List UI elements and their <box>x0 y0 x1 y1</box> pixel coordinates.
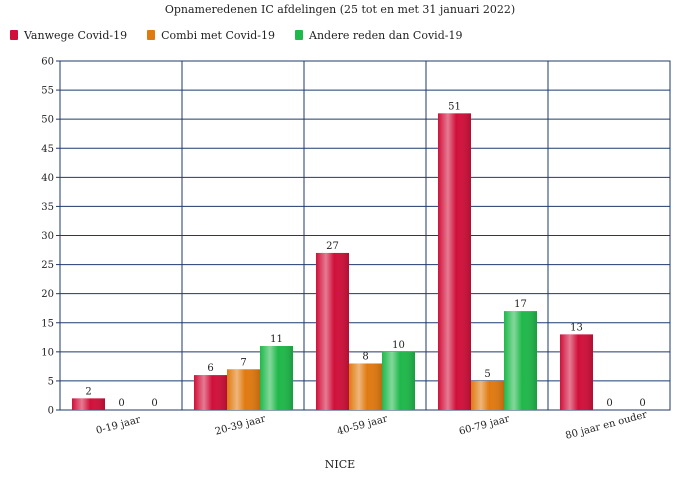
y-tick-label: 30 <box>41 231 54 242</box>
chart-title: Opnameredenen IC afdelingen (25 tot en m… <box>164 3 516 16</box>
bar-value-label: 0 <box>151 398 157 409</box>
bar-highlight <box>349 363 382 410</box>
bar-highlight <box>316 252 349 410</box>
y-tick-label: 45 <box>41 144 54 155</box>
bar-value-label: 13 <box>570 322 583 333</box>
legend-item-andere: Andere reden dan Covid-19 <box>295 29 462 42</box>
bar-value-label: 0 <box>639 398 645 409</box>
x-tick-label: 60-79 jaar <box>458 414 511 438</box>
y-tick-label: 25 <box>41 260 54 271</box>
y-tick-label: 0 <box>48 406 54 417</box>
bar-value-label: 11 <box>270 334 283 345</box>
bar-value-label: 6 <box>207 363 213 374</box>
bar-highlight <box>560 334 593 410</box>
legend-swatch-combi <box>147 30 156 40</box>
y-tick-label: 60 <box>41 57 54 68</box>
bar-highlight <box>260 346 293 410</box>
bar-value-label: 7 <box>240 357 246 368</box>
bar-value-label: 0 <box>118 398 124 409</box>
bar-value-label: 5 <box>484 369 490 380</box>
bar-value-label: 27 <box>326 241 339 252</box>
bar-highlight <box>504 311 537 410</box>
bar-highlight <box>382 351 415 410</box>
x-tick-label: 80 jaar en ouder <box>564 409 648 441</box>
bar-highlight <box>227 369 260 410</box>
y-tick-label: 15 <box>41 318 54 329</box>
legend-swatch-andere <box>295 30 303 40</box>
y-tick-label: 40 <box>41 173 54 184</box>
x-axis-label: NICE <box>324 458 356 471</box>
y-tick-label: 10 <box>41 347 54 358</box>
bar-highlight <box>438 113 471 410</box>
bar-value-label: 0 <box>606 398 612 409</box>
bar-value-label: 8 <box>362 351 368 362</box>
y-tick-label: 20 <box>41 289 54 300</box>
x-tick-label: 40-59 jaar <box>336 414 389 438</box>
legend-item-combi: Combi met Covid-19 <box>147 29 275 42</box>
bar-value-label: 2 <box>85 386 91 397</box>
bar-highlight <box>72 398 105 410</box>
bar-highlight <box>471 380 504 410</box>
bar-highlight <box>194 375 227 410</box>
legend: Vanwege Covid-19 Combi met Covid-19 Ande… <box>10 28 482 42</box>
legend-item-vanwege: Vanwege Covid-19 <box>10 29 127 42</box>
y-tick-label: 50 <box>41 115 54 126</box>
x-tick-label: 0-19 jaar <box>95 414 142 436</box>
legend-label-andere: Andere reden dan Covid-19 <box>309 28 463 42</box>
bar-value-label: 51 <box>448 101 461 112</box>
bar-value-label: 17 <box>514 299 527 310</box>
y-tick-label: 55 <box>41 86 54 97</box>
legend-label-combi: Combi met Covid-19 <box>161 28 275 42</box>
y-tick-label: 35 <box>41 202 54 213</box>
bar-value-label: 10 <box>392 340 405 351</box>
legend-label-vanwege: Vanwege Covid-19 <box>24 28 128 42</box>
x-tick-label: 20-39 jaar <box>214 414 267 438</box>
y-tick-label: 5 <box>48 376 54 387</box>
legend-swatch-vanwege <box>10 30 18 40</box>
